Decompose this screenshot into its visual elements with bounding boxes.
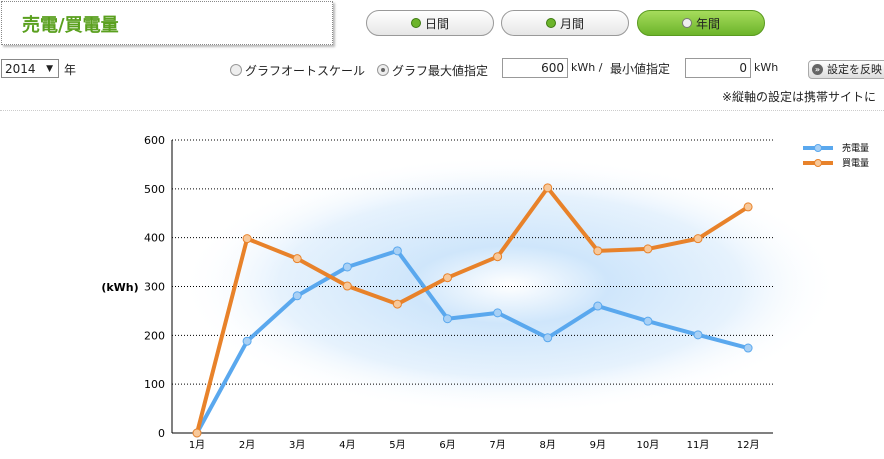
y-tick-label: 200 [144, 329, 165, 342]
data-point [743, 343, 753, 353]
tab-monthly[interactable]: 月間 [501, 10, 629, 36]
data-point [443, 314, 452, 324]
y-axis-label: (kWh) [101, 281, 138, 294]
radio-icon [230, 64, 242, 76]
unit-label: kWh / [571, 61, 603, 74]
page-title: 売電/買電量 [22, 15, 119, 36]
x-tick-label: 7月 [489, 439, 505, 451]
auto-scale-radio[interactable]: グラフオートスケール [230, 62, 365, 79]
y-tick-label: 600 [144, 134, 165, 147]
x-tick-label: 4月 [339, 439, 355, 451]
y-tick-label: 400 [144, 232, 165, 245]
data-point [242, 336, 252, 346]
apply-label: 設定を反映 [827, 63, 882, 76]
data-point [543, 333, 553, 343]
data-point [392, 299, 402, 309]
data-point [342, 262, 352, 272]
radio-icon [377, 64, 389, 76]
data-point [342, 281, 352, 291]
data-point [493, 308, 503, 318]
data-point [292, 254, 302, 264]
x-tick-label: 12月 [737, 439, 760, 451]
note-text: ※縦軸の設定は携帯サイトに [722, 90, 877, 104]
max-value-input[interactable]: 600 [502, 58, 568, 78]
data-point [443, 273, 452, 283]
y-tick-label: 300 [144, 281, 165, 294]
legend-label: 買電量 [842, 158, 869, 169]
max-scale-label: グラフ最大値指定 [392, 64, 489, 78]
x-tick-label: 8月 [540, 439, 556, 451]
data-point [693, 330, 703, 340]
chart-background-glow [180, 155, 840, 415]
y-tick-label: 0 [158, 427, 165, 440]
x-tick-label: 11月 [687, 439, 710, 451]
data-point [493, 252, 503, 262]
data-point [392, 246, 402, 256]
auto-scale-label: グラフオートスケール [245, 64, 366, 78]
tab-label: 年間 [695, 16, 720, 31]
unit-label: kWh [754, 61, 779, 74]
data-point [192, 428, 202, 438]
year-suffix: 年 [64, 63, 77, 77]
legend-marker [814, 144, 822, 152]
x-tick-label: 9月 [590, 439, 606, 451]
data-point [292, 291, 302, 301]
legend-marker [814, 159, 822, 167]
data-point [693, 234, 703, 244]
tab-label: 日間 [424, 16, 449, 31]
dropdown-arrow-icon: ▼ [46, 64, 53, 74]
tab-yearly[interactable]: 年間 [637, 10, 765, 36]
max-scale-radio[interactable]: グラフ最大値指定 [377, 62, 488, 79]
year-select[interactable]: 2014 ▼ [1, 59, 59, 78]
year-value: 2014 [5, 62, 36, 76]
dot-icon [545, 18, 556, 28]
dot-icon [681, 18, 692, 28]
divider [0, 110, 884, 111]
legend: 売電量 買電量 [803, 142, 869, 169]
x-tick-label: 2月 [239, 439, 255, 451]
page-title-box: 売電/買電量 [1, 1, 333, 45]
data-point [543, 183, 553, 193]
y-tick-label: 100 [144, 378, 165, 391]
min-label: 最小値指定 [610, 62, 671, 76]
tab-daily[interactable]: 日間 [366, 10, 494, 36]
arrow-icon: » [812, 64, 823, 75]
tab-label: 月間 [559, 16, 584, 31]
legend-label: 売電量 [842, 142, 869, 154]
series-line-0 [195, 248, 749, 434]
data-point [242, 234, 252, 244]
data-point [743, 202, 753, 212]
x-tick-label: 5月 [389, 439, 405, 451]
data-point [643, 316, 653, 326]
dot-icon [410, 18, 421, 28]
data-point [643, 244, 653, 254]
min-value-input[interactable]: 0 [685, 58, 751, 78]
series-line-1 [195, 185, 750, 434]
x-tick-label: 10月 [637, 439, 660, 451]
x-tick-label: 6月 [439, 439, 455, 451]
x-tick-label: 1月 [189, 439, 205, 451]
y-tick-label: 500 [144, 183, 165, 196]
data-point [593, 301, 603, 311]
data-point [593, 246, 603, 256]
x-tick-label: 3月 [289, 439, 305, 451]
apply-settings-button[interactable]: » 設定を反映 [808, 60, 884, 79]
